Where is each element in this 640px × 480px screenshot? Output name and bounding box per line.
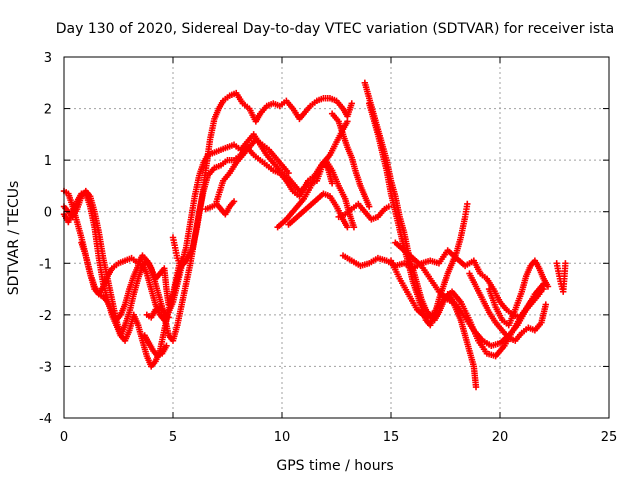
chart-title: Day 130 of 2020, Sidereal Day-to-day VTE… xyxy=(56,21,614,37)
y-tick-label: -3 xyxy=(39,360,52,375)
data-point xyxy=(348,100,355,107)
x-tick-label: 0 xyxy=(60,430,68,445)
data-point xyxy=(344,223,351,231)
series-5 xyxy=(141,332,170,360)
x-tick-label: 5 xyxy=(169,430,177,445)
series-11 xyxy=(335,200,393,223)
series-0 xyxy=(60,89,355,308)
series-19 xyxy=(485,257,552,329)
data-point xyxy=(178,257,185,264)
data-point xyxy=(285,169,292,177)
series-9 xyxy=(274,118,351,231)
y-tick-label: 0 xyxy=(44,206,52,221)
data-point xyxy=(187,249,194,257)
data-point xyxy=(542,301,549,308)
axis-ticks xyxy=(63,56,610,419)
data-point xyxy=(350,223,358,231)
data-points xyxy=(60,79,569,391)
series-20 xyxy=(553,260,569,295)
y-tick-label: 2 xyxy=(44,103,52,118)
x-tick-label: 10 xyxy=(274,430,291,445)
series-12 xyxy=(328,110,373,210)
data-point xyxy=(366,203,373,210)
x-axis-label: GPS time / hours xyxy=(276,458,393,474)
series-17 xyxy=(387,257,547,360)
data-point xyxy=(385,203,393,210)
y-tick-label: -4 xyxy=(39,412,52,427)
plot-frame xyxy=(63,56,610,419)
y-tick-label: 3 xyxy=(44,51,52,66)
x-tick-label: 20 xyxy=(492,430,509,445)
y-tick-labels: -4 -3 -2 -1 0 1 2 3 xyxy=(39,51,52,427)
grid xyxy=(64,57,609,418)
y-tick-label: -1 xyxy=(39,257,52,272)
data-point xyxy=(328,180,336,187)
series-10 xyxy=(285,190,351,231)
x-tick-labels: 0 5 10 15 20 25 xyxy=(60,430,617,445)
y-axis-label: SDTVAR / TECUs xyxy=(6,181,22,296)
y-tick-label: 1 xyxy=(44,154,52,169)
x-tick-label: 15 xyxy=(383,430,400,445)
data-point xyxy=(540,285,547,293)
series-6 xyxy=(169,234,185,267)
series-8 xyxy=(202,198,238,218)
series-1 xyxy=(60,131,358,370)
data-point xyxy=(464,200,471,208)
series-7 xyxy=(213,136,292,205)
data-point xyxy=(165,314,172,321)
data-point xyxy=(344,118,351,125)
data-point xyxy=(230,198,238,205)
y-tick-label: -2 xyxy=(39,309,52,324)
series-14 xyxy=(366,100,471,329)
data-point xyxy=(472,383,480,391)
x-tick-label: 25 xyxy=(601,430,618,445)
series-18 xyxy=(466,270,549,344)
data-point xyxy=(544,283,552,290)
data-point xyxy=(562,260,569,267)
data-point xyxy=(163,342,170,349)
series-4 xyxy=(143,303,172,321)
